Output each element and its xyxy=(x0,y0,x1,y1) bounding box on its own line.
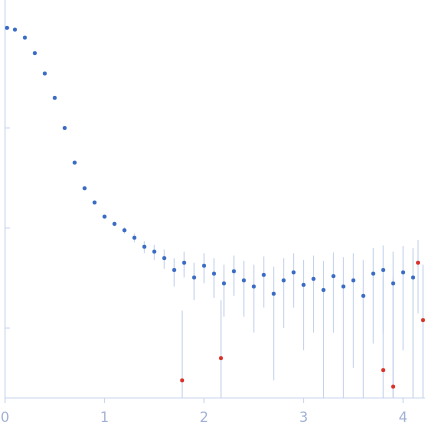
point xyxy=(112,221,117,226)
point xyxy=(261,272,266,277)
point xyxy=(361,293,366,298)
point xyxy=(82,186,87,191)
point xyxy=(311,276,316,281)
point xyxy=(411,275,416,280)
point xyxy=(142,244,147,249)
point xyxy=(381,268,386,273)
point xyxy=(381,368,386,373)
point xyxy=(202,263,207,268)
point xyxy=(218,356,223,361)
point xyxy=(391,281,396,286)
point xyxy=(371,271,376,276)
point xyxy=(152,249,157,254)
point xyxy=(72,160,77,165)
point xyxy=(291,270,296,275)
point xyxy=(192,275,197,280)
x-tick-label: 4 xyxy=(399,410,408,426)
point xyxy=(22,35,27,40)
point xyxy=(231,269,236,274)
point xyxy=(102,214,107,219)
point xyxy=(132,235,137,240)
point xyxy=(162,256,167,261)
point xyxy=(351,278,356,283)
point xyxy=(180,378,185,383)
x-tick-label: 1 xyxy=(100,410,109,426)
point xyxy=(172,268,177,273)
point xyxy=(251,284,256,289)
point xyxy=(271,291,276,296)
point xyxy=(212,271,217,276)
x-tick-label: 3 xyxy=(299,410,308,426)
point xyxy=(42,71,47,76)
point xyxy=(401,270,406,275)
point xyxy=(416,260,421,265)
point xyxy=(301,282,306,287)
point xyxy=(281,278,286,283)
point xyxy=(62,125,67,130)
point xyxy=(4,25,9,30)
point xyxy=(421,318,425,323)
point xyxy=(321,288,326,293)
point xyxy=(241,278,246,283)
x-tick-label: 0 xyxy=(1,410,10,426)
point xyxy=(221,281,226,286)
point xyxy=(122,228,127,233)
point xyxy=(182,260,187,265)
point xyxy=(341,284,346,289)
x-tick-label: 2 xyxy=(200,410,209,426)
point xyxy=(12,27,17,32)
point xyxy=(52,95,57,100)
point xyxy=(92,200,97,205)
point xyxy=(32,51,37,56)
point xyxy=(391,384,396,389)
point xyxy=(331,274,336,279)
